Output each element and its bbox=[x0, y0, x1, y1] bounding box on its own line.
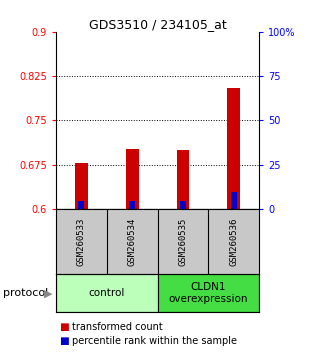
Title: GDS3510 / 234105_at: GDS3510 / 234105_at bbox=[89, 18, 227, 31]
Text: GSM260535: GSM260535 bbox=[179, 217, 188, 266]
Text: ■: ■ bbox=[59, 322, 69, 332]
Text: GSM260536: GSM260536 bbox=[229, 217, 238, 266]
Bar bbox=[75, 163, 88, 209]
Text: CLDN1
overexpression: CLDN1 overexpression bbox=[169, 282, 248, 304]
Text: GSM260533: GSM260533 bbox=[77, 217, 86, 266]
Bar bbox=[78, 201, 84, 209]
Bar bbox=[180, 201, 186, 209]
Text: transformed count: transformed count bbox=[72, 322, 163, 332]
Bar bbox=[177, 150, 189, 209]
Bar bbox=[158, 274, 259, 312]
Bar bbox=[56, 274, 158, 312]
Text: ■: ■ bbox=[59, 336, 69, 346]
Text: control: control bbox=[89, 288, 125, 298]
Bar bbox=[129, 201, 135, 209]
Text: ▶: ▶ bbox=[44, 288, 52, 298]
Text: percentile rank within the sample: percentile rank within the sample bbox=[72, 336, 237, 346]
Bar bbox=[126, 149, 139, 209]
Text: protocol: protocol bbox=[3, 288, 48, 298]
Bar bbox=[231, 192, 237, 209]
Text: GSM260534: GSM260534 bbox=[128, 217, 137, 266]
Bar bbox=[228, 88, 240, 209]
